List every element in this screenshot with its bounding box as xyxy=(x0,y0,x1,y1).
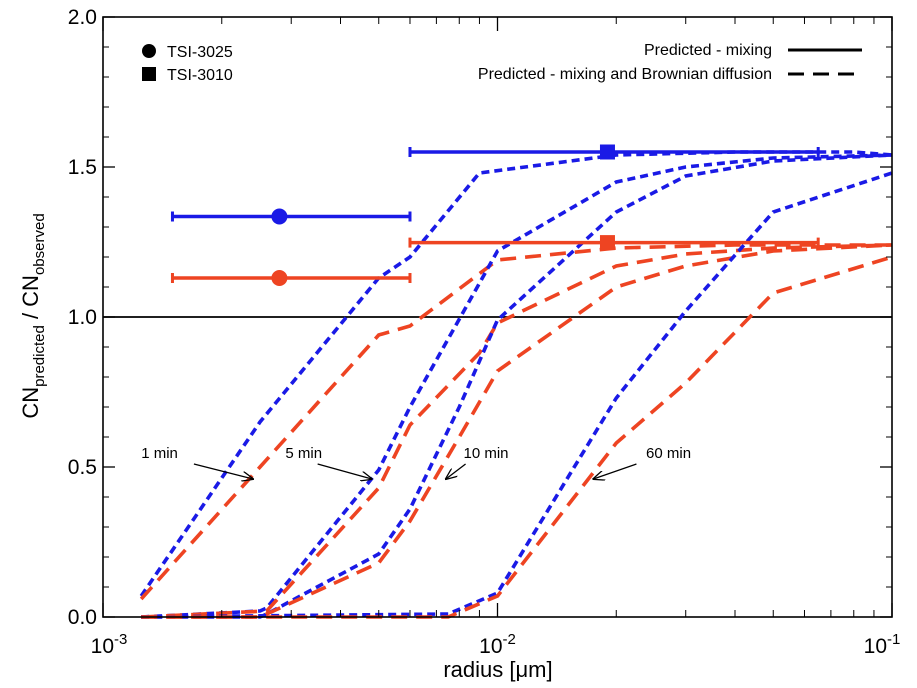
legend-lines: Predicted - mixing Predicted - mixing an… xyxy=(478,42,862,83)
ticks-group: 0.0 0.5 1.0 1.5 2.0 10-3 10-2 10-1 xyxy=(68,6,901,658)
annotation-label-3: 10 min xyxy=(463,445,508,462)
series-group xyxy=(139,150,893,619)
series-line-5 xyxy=(141,153,893,619)
x-tick-label-1: 10-3 xyxy=(91,631,128,658)
series-line-1 xyxy=(139,150,893,598)
annotation-arrow-3 xyxy=(446,463,466,479)
legend-label-tsi-3025: TSI-3025 xyxy=(167,44,233,61)
annotation-label-4: 60 min xyxy=(646,445,691,462)
legend-label-mixing: Predicted - mixing xyxy=(644,42,772,59)
y-tick-label-3: 1.0 xyxy=(68,306,97,329)
legend-label-mixing-brownian: Predicted - mixing and Brownian diffusio… xyxy=(478,66,772,83)
y-tick-label-2: 0.5 xyxy=(68,456,97,479)
y-tick-label-5: 2.0 xyxy=(68,6,97,29)
observations-group xyxy=(170,144,820,286)
observation-point-4 xyxy=(599,235,615,251)
y-axis-label: CNpredicted / CNobserved xyxy=(18,213,48,418)
legend-circle-marker xyxy=(142,44,156,58)
legend-label-tsi-3010: TSI-3010 xyxy=(167,67,233,84)
observation-point-3 xyxy=(599,144,615,160)
annotation-arrow-4 xyxy=(593,463,637,479)
annotations-group: 1 min 5 min 10 min 60 min xyxy=(141,445,691,479)
annotation-arrow-1 xyxy=(193,463,253,479)
observation-point-1 xyxy=(271,208,288,225)
legend-markers: TSI-3025 TSI-3010 xyxy=(142,44,233,84)
series-line-3 xyxy=(141,153,893,619)
annotation-label-1: 1 min xyxy=(141,445,178,462)
annotation-label-2: 5 min xyxy=(285,445,322,462)
x-tick-label-3: 10-1 xyxy=(864,631,901,658)
x-axis-label: radius [μm] xyxy=(443,657,552,682)
observation-point-2 xyxy=(271,270,288,286)
y-tick-label-1: 0.0 xyxy=(68,606,97,629)
series-line-2 xyxy=(139,243,892,601)
x-tick-label-2: 10-2 xyxy=(479,631,516,658)
series-line-7 xyxy=(141,171,893,619)
annotation-arrow-2 xyxy=(317,463,372,479)
y-tick-label-4: 1.5 xyxy=(68,156,97,179)
legend-square-marker xyxy=(142,67,156,81)
